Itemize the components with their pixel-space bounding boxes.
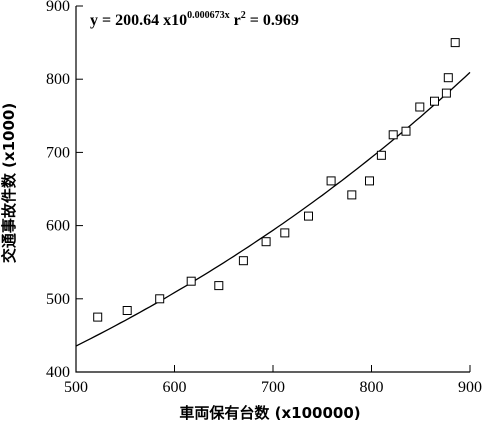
x-tick-label-3: 800: [360, 379, 384, 396]
y-tick-label-1: 500: [46, 291, 70, 308]
x-axis-title: 車両保有台数 (x100000): [179, 404, 360, 422]
data-point-3: [186, 276, 196, 286]
y-tick-label-5: 900: [46, 0, 70, 15]
data-point-6: [261, 237, 271, 247]
y-tick-label-4: 800: [46, 71, 70, 88]
y-tick-label-0: 400: [46, 364, 70, 381]
data-point-9: [326, 176, 336, 186]
data-point-8: [304, 211, 313, 221]
y-tick-label-2: 600: [46, 218, 70, 235]
data-point-15: [415, 102, 425, 112]
data-point-17: [441, 88, 451, 98]
data-point-5: [238, 256, 248, 266]
data-point-11: [365, 176, 374, 186]
data-point-18: [443, 73, 453, 83]
data-point-0: [93, 312, 103, 322]
data-point-19: [450, 38, 460, 48]
axis-frame: [75, 6, 470, 373]
fit-equation: y = 200.64 x100.000673x r2 = 0.969: [90, 10, 299, 29]
fit-curve: [75, 71, 471, 347]
data-point-13: [388, 130, 398, 140]
y-tick-label-3: 700: [46, 144, 70, 161]
x-tick-label-0: 500: [64, 379, 88, 396]
data-point-16: [430, 96, 439, 106]
data-point-7: [280, 228, 290, 238]
data-point-12: [376, 150, 386, 160]
data-point-14: [401, 126, 411, 136]
data-point-10: [347, 190, 357, 200]
x-tick-label-4: 900: [458, 379, 482, 396]
x-tick-label-2: 700: [261, 379, 285, 396]
data-point-1: [122, 306, 132, 315]
x-tick-label-1: 600: [163, 379, 187, 396]
y-axis-title: 交通事故件数 (x1000): [0, 103, 18, 263]
data-point-2: [155, 294, 165, 304]
data-point-4: [214, 281, 224, 291]
